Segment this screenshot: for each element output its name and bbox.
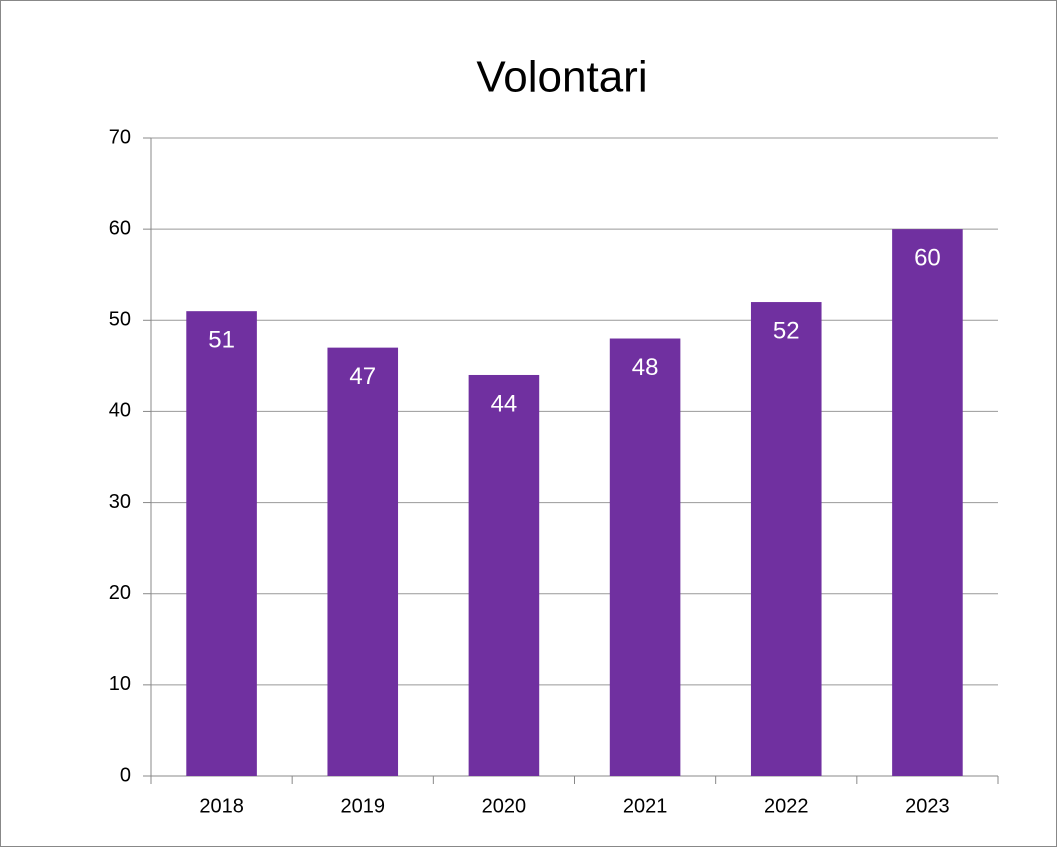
- data-label: 47: [349, 363, 376, 390]
- data-label: 51: [208, 327, 235, 354]
- bar: [186, 311, 257, 776]
- y-tick-label: 40: [109, 400, 131, 422]
- bar: [327, 347, 399, 776]
- y-tick-label: 70: [109, 126, 131, 148]
- bar: [750, 302, 822, 776]
- y-tick-label: 20: [109, 582, 131, 604]
- x-tick-label: 2023: [905, 795, 950, 817]
- data-label: 48: [632, 354, 659, 381]
- bar: [892, 229, 963, 777]
- data-label: 60: [914, 244, 941, 271]
- bar: [609, 338, 681, 776]
- x-tick-label: 2021: [623, 795, 668, 817]
- y-tick-label: 60: [109, 217, 131, 239]
- x-tick-label: 2020: [482, 795, 527, 817]
- x-tick-label: 2018: [199, 795, 244, 817]
- y-tick-label: 0: [120, 764, 131, 786]
- data-label: 44: [491, 390, 518, 417]
- bar: [468, 374, 540, 776]
- x-tick-label: 2019: [341, 795, 386, 817]
- y-tick-label: 30: [109, 491, 131, 513]
- chart-title: Volontari: [476, 53, 647, 102]
- data-label: 52: [773, 317, 800, 344]
- x-tick-label: 2022: [764, 795, 809, 817]
- y-tick-label: 50: [109, 309, 131, 331]
- y-tick-label: 10: [109, 673, 131, 695]
